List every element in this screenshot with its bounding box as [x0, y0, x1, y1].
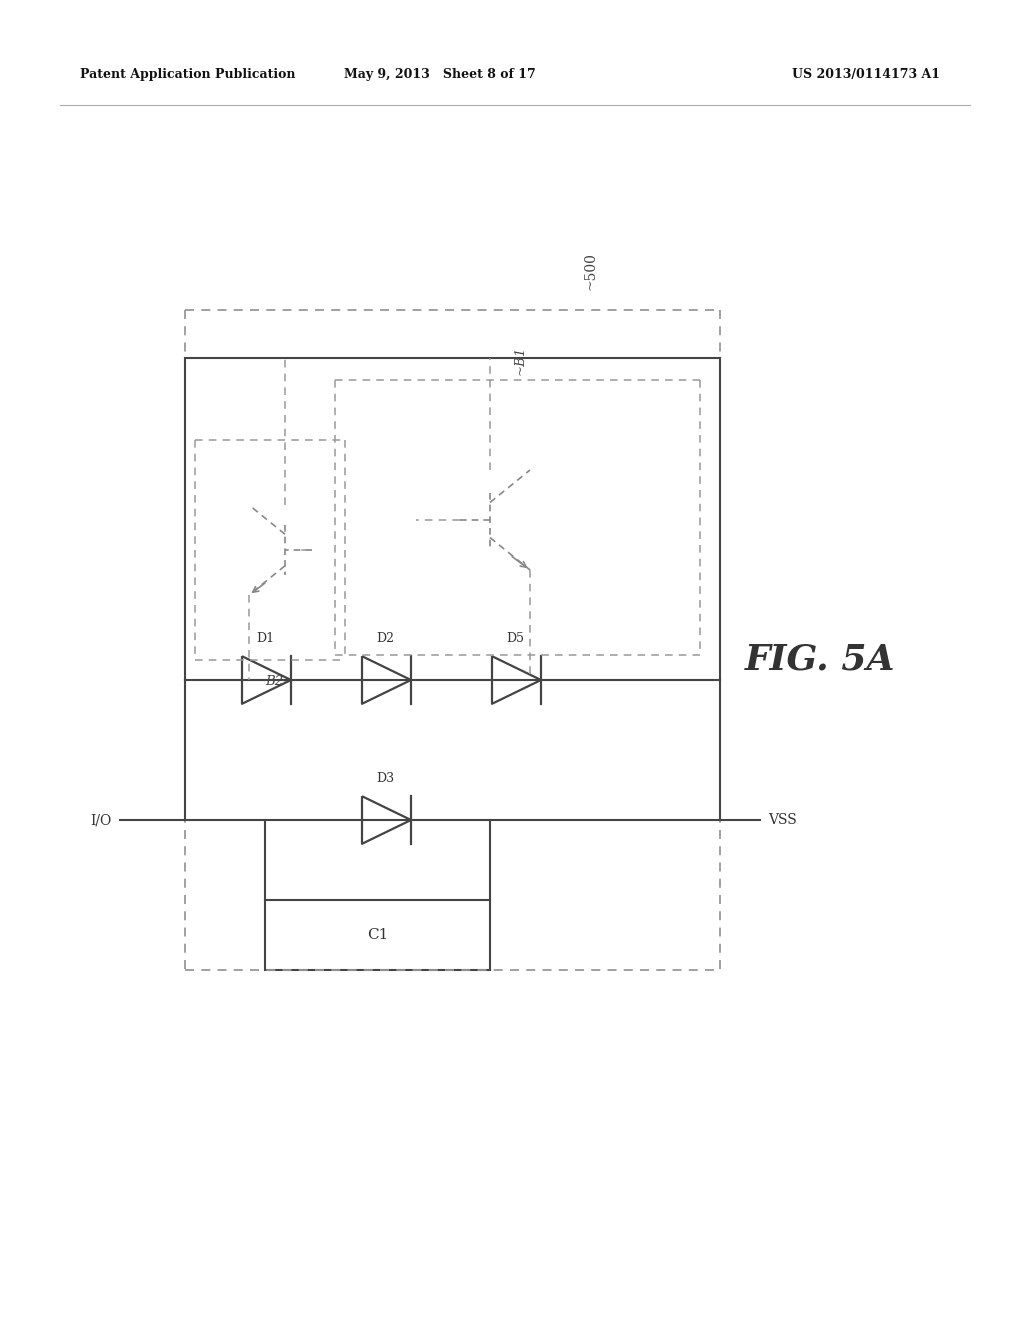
- Text: US 2013/0114173 A1: US 2013/0114173 A1: [792, 69, 940, 81]
- Text: D1: D1: [256, 632, 274, 645]
- Text: B2~: B2~: [265, 675, 295, 688]
- Text: C1: C1: [367, 928, 388, 942]
- Text: D3: D3: [376, 772, 394, 785]
- Text: ~B1: ~B1: [513, 346, 526, 375]
- Text: ~500: ~500: [583, 252, 597, 290]
- Text: I/O: I/O: [91, 813, 112, 828]
- Text: Patent Application Publication: Patent Application Publication: [80, 69, 296, 81]
- Text: VSS: VSS: [768, 813, 797, 828]
- Text: D2: D2: [376, 632, 394, 645]
- Text: FIG. 5A: FIG. 5A: [744, 643, 895, 677]
- Text: May 9, 2013   Sheet 8 of 17: May 9, 2013 Sheet 8 of 17: [344, 69, 536, 81]
- Text: D5: D5: [506, 632, 524, 645]
- Bar: [265, 900, 490, 970]
